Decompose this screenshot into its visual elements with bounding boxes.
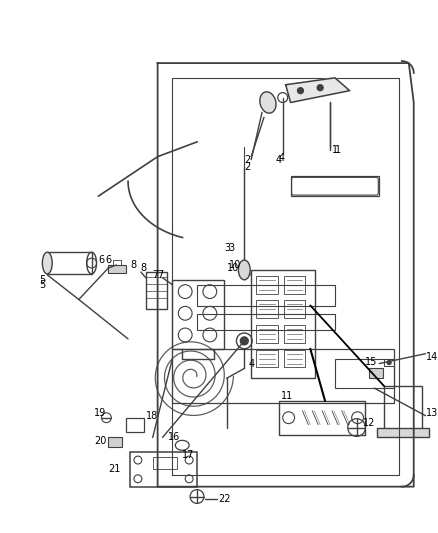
Bar <box>256 276 278 294</box>
Text: 22: 22 <box>219 495 231 504</box>
Text: 11: 11 <box>281 391 293 401</box>
Text: 8: 8 <box>130 260 136 270</box>
Bar <box>384 386 422 435</box>
Text: 18: 18 <box>146 411 158 421</box>
Text: 19: 19 <box>94 408 106 418</box>
Ellipse shape <box>238 260 250 280</box>
Bar <box>197 314 335 330</box>
Text: 5: 5 <box>39 280 46 290</box>
Bar <box>126 418 144 432</box>
Text: 6: 6 <box>106 255 112 265</box>
Polygon shape <box>286 78 350 102</box>
Bar <box>377 427 428 438</box>
Text: 7: 7 <box>158 270 164 280</box>
Text: 2: 2 <box>244 155 251 165</box>
Text: 4: 4 <box>279 152 285 163</box>
Text: 12: 12 <box>363 418 375 427</box>
Circle shape <box>240 337 248 345</box>
Text: 16: 16 <box>167 432 180 442</box>
Bar <box>290 176 379 196</box>
Text: 13: 13 <box>426 408 438 418</box>
Bar <box>153 457 177 469</box>
Bar <box>284 350 305 367</box>
Text: 14: 14 <box>426 352 438 361</box>
Bar <box>173 280 224 349</box>
Text: 4: 4 <box>248 359 254 368</box>
Text: 15: 15 <box>364 357 377 367</box>
Text: 3: 3 <box>225 243 231 253</box>
Text: 3: 3 <box>229 243 235 253</box>
Bar <box>108 265 126 273</box>
Text: 10: 10 <box>229 260 241 270</box>
Bar <box>284 301 305 318</box>
Text: 17: 17 <box>182 450 194 460</box>
Text: 7: 7 <box>153 270 159 280</box>
Bar <box>130 452 197 487</box>
Bar <box>197 285 335 306</box>
Bar <box>47 252 92 274</box>
Bar <box>256 350 278 367</box>
Text: 2: 2 <box>244 161 251 172</box>
Bar <box>256 325 278 343</box>
Bar <box>284 325 305 343</box>
Bar <box>146 272 167 309</box>
Bar <box>369 368 383 378</box>
Bar <box>384 359 394 367</box>
Bar <box>113 260 121 265</box>
Text: 4: 4 <box>276 155 282 165</box>
Bar <box>284 276 305 294</box>
Text: 5: 5 <box>39 275 46 285</box>
Text: 6: 6 <box>99 255 105 265</box>
Ellipse shape <box>260 92 276 113</box>
Bar <box>108 438 122 447</box>
Ellipse shape <box>42 252 52 274</box>
Bar <box>335 359 394 388</box>
Text: 21: 21 <box>108 464 121 474</box>
Bar <box>279 401 365 435</box>
Bar <box>256 301 278 318</box>
Text: 20: 20 <box>95 437 107 446</box>
Text: 10: 10 <box>226 263 239 273</box>
Text: 1: 1 <box>335 145 341 155</box>
Circle shape <box>387 361 391 365</box>
Circle shape <box>317 85 323 91</box>
Text: 1: 1 <box>332 145 338 155</box>
Text: 8: 8 <box>140 263 146 273</box>
Circle shape <box>297 88 304 94</box>
Bar <box>251 270 315 378</box>
Bar <box>173 349 394 403</box>
